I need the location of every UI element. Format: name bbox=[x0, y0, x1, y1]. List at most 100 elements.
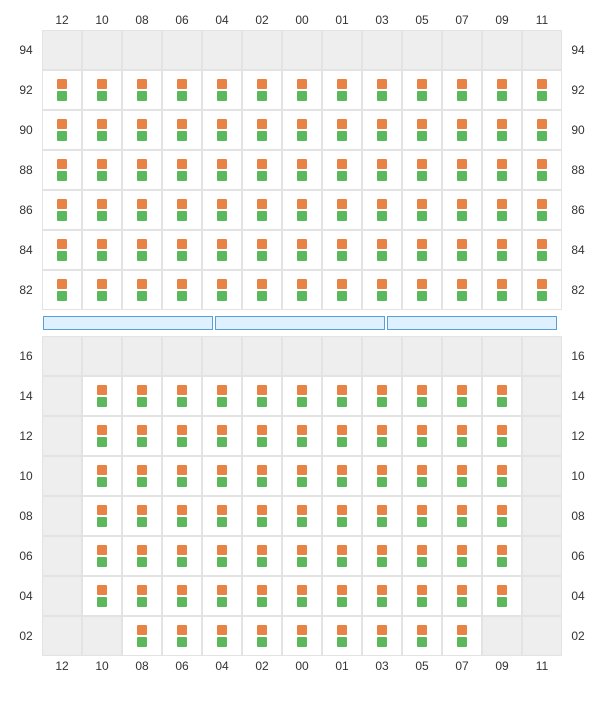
slot-populated[interactable] bbox=[202, 536, 242, 576]
slot-populated[interactable] bbox=[282, 190, 322, 230]
slot-populated[interactable] bbox=[82, 376, 122, 416]
slot-populated[interactable] bbox=[442, 270, 482, 310]
slot-populated[interactable] bbox=[242, 616, 282, 656]
slot-populated[interactable] bbox=[42, 70, 82, 110]
slot-populated[interactable] bbox=[402, 496, 442, 536]
slot-populated[interactable] bbox=[362, 536, 402, 576]
slot-populated[interactable] bbox=[282, 230, 322, 270]
slot-populated[interactable] bbox=[122, 230, 162, 270]
slot-populated[interactable] bbox=[402, 576, 442, 616]
slot-populated[interactable] bbox=[482, 376, 522, 416]
slot-populated[interactable] bbox=[82, 416, 122, 456]
slot-populated[interactable] bbox=[362, 616, 402, 656]
slot-populated[interactable] bbox=[322, 150, 362, 190]
slot-populated[interactable] bbox=[162, 70, 202, 110]
slot-populated[interactable] bbox=[202, 110, 242, 150]
slot-populated[interactable] bbox=[162, 576, 202, 616]
slot-populated[interactable] bbox=[122, 496, 162, 536]
slot-populated[interactable] bbox=[322, 496, 362, 536]
slot-populated[interactable] bbox=[82, 456, 122, 496]
slot-populated[interactable] bbox=[522, 150, 562, 190]
slot-populated[interactable] bbox=[442, 150, 482, 190]
slot-populated[interactable] bbox=[322, 616, 362, 656]
slot-populated[interactable] bbox=[42, 150, 82, 190]
slot-populated[interactable] bbox=[322, 230, 362, 270]
slot-populated[interactable] bbox=[402, 376, 442, 416]
slot-populated[interactable] bbox=[282, 536, 322, 576]
slot-populated[interactable] bbox=[82, 496, 122, 536]
slot-populated[interactable] bbox=[402, 230, 442, 270]
slot-populated[interactable] bbox=[202, 70, 242, 110]
slot-populated[interactable] bbox=[162, 270, 202, 310]
slot-populated[interactable] bbox=[322, 110, 362, 150]
slot-populated[interactable] bbox=[162, 616, 202, 656]
slot-populated[interactable] bbox=[482, 496, 522, 536]
slot-populated[interactable] bbox=[162, 190, 202, 230]
slot-populated[interactable] bbox=[122, 416, 162, 456]
slot-populated[interactable] bbox=[162, 376, 202, 416]
slot-populated[interactable] bbox=[202, 190, 242, 230]
slot-populated[interactable] bbox=[362, 230, 402, 270]
slot-populated[interactable] bbox=[402, 70, 442, 110]
slot-populated[interactable] bbox=[322, 536, 362, 576]
slot-populated[interactable] bbox=[482, 456, 522, 496]
slot-populated[interactable] bbox=[402, 270, 442, 310]
slot-populated[interactable] bbox=[202, 456, 242, 496]
slot-populated[interactable] bbox=[322, 70, 362, 110]
slot-populated[interactable] bbox=[122, 376, 162, 416]
slot-populated[interactable] bbox=[42, 270, 82, 310]
slot-populated[interactable] bbox=[402, 110, 442, 150]
slot-populated[interactable] bbox=[442, 190, 482, 230]
slot-populated[interactable] bbox=[442, 496, 482, 536]
slot-populated[interactable] bbox=[42, 190, 82, 230]
slot-populated[interactable] bbox=[202, 150, 242, 190]
slot-populated[interactable] bbox=[362, 150, 402, 190]
slot-populated[interactable] bbox=[122, 70, 162, 110]
slot-populated[interactable] bbox=[362, 110, 402, 150]
slot-populated[interactable] bbox=[82, 150, 122, 190]
slot-populated[interactable] bbox=[282, 576, 322, 616]
slot-populated[interactable] bbox=[162, 416, 202, 456]
slot-populated[interactable] bbox=[162, 230, 202, 270]
slot-populated[interactable] bbox=[482, 230, 522, 270]
slot-populated[interactable] bbox=[242, 110, 282, 150]
slot-populated[interactable] bbox=[322, 270, 362, 310]
slot-populated[interactable] bbox=[482, 110, 522, 150]
slot-populated[interactable] bbox=[522, 70, 562, 110]
slot-populated[interactable] bbox=[82, 110, 122, 150]
slot-populated[interactable] bbox=[322, 376, 362, 416]
slot-populated[interactable] bbox=[482, 270, 522, 310]
slot-populated[interactable] bbox=[282, 110, 322, 150]
slot-populated[interactable] bbox=[362, 496, 402, 536]
slot-populated[interactable] bbox=[482, 70, 522, 110]
slot-populated[interactable] bbox=[402, 416, 442, 456]
slot-populated[interactable] bbox=[242, 456, 282, 496]
slot-populated[interactable] bbox=[162, 110, 202, 150]
slot-populated[interactable] bbox=[282, 616, 322, 656]
slot-populated[interactable] bbox=[242, 270, 282, 310]
slot-populated[interactable] bbox=[482, 536, 522, 576]
slot-populated[interactable] bbox=[402, 536, 442, 576]
slot-populated[interactable] bbox=[362, 376, 402, 416]
slot-populated[interactable] bbox=[202, 496, 242, 536]
slot-populated[interactable] bbox=[122, 190, 162, 230]
slot-populated[interactable] bbox=[362, 576, 402, 616]
slot-populated[interactable] bbox=[122, 270, 162, 310]
slot-populated[interactable] bbox=[442, 110, 482, 150]
slot-populated[interactable] bbox=[282, 376, 322, 416]
slot-populated[interactable] bbox=[82, 70, 122, 110]
slot-populated[interactable] bbox=[482, 576, 522, 616]
slot-populated[interactable] bbox=[442, 230, 482, 270]
slot-populated[interactable] bbox=[362, 270, 402, 310]
slot-populated[interactable] bbox=[442, 416, 482, 456]
slot-populated[interactable] bbox=[322, 190, 362, 230]
slot-populated[interactable] bbox=[82, 230, 122, 270]
slot-populated[interactable] bbox=[242, 376, 282, 416]
slot-populated[interactable] bbox=[42, 110, 82, 150]
slot-populated[interactable] bbox=[522, 230, 562, 270]
slot-populated[interactable] bbox=[122, 110, 162, 150]
slot-populated[interactable] bbox=[282, 416, 322, 456]
slot-populated[interactable] bbox=[82, 576, 122, 616]
slot-populated[interactable] bbox=[282, 456, 322, 496]
slot-populated[interactable] bbox=[402, 456, 442, 496]
